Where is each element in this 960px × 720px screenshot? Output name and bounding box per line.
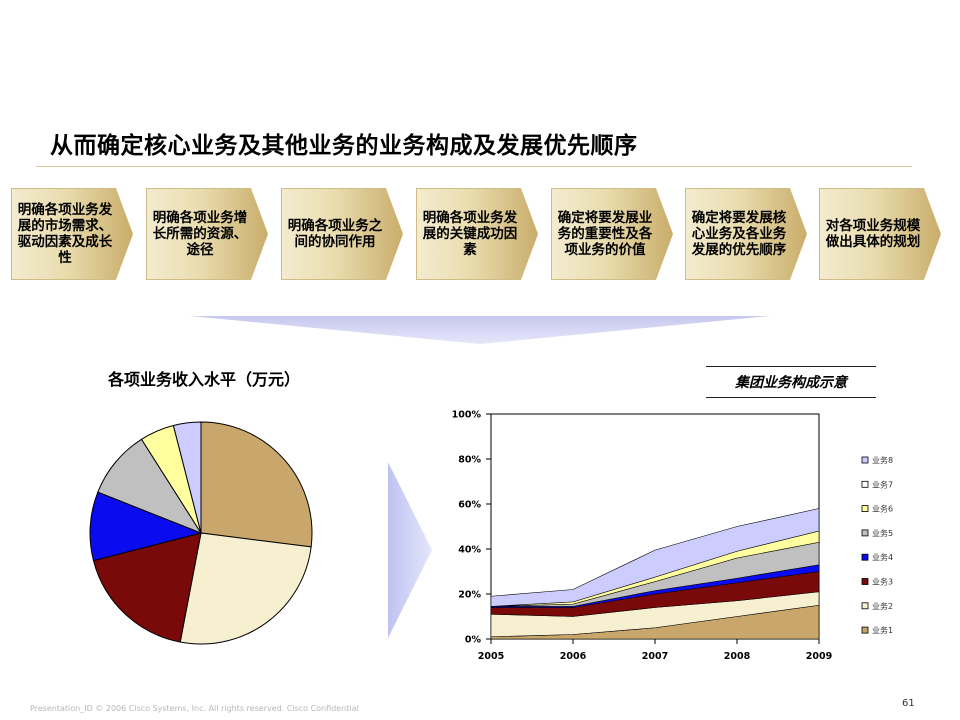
legend-swatch bbox=[861, 578, 869, 585]
legend-swatch bbox=[861, 553, 869, 561]
step-4-label: 明确各项业务发展的关键成功因素 bbox=[422, 210, 518, 258]
legend-label: 业务8 bbox=[872, 455, 893, 465]
y-tick-label: 20% bbox=[458, 590, 481, 601]
step-2-label: 明确各项业务增长所需的资源、途径 bbox=[152, 210, 248, 258]
legend-label: 业务4 bbox=[872, 552, 893, 562]
step-6: 确定将要发展核心业务及各业务发展的优先顺序 bbox=[685, 188, 807, 280]
right-arrow-shape bbox=[388, 462, 432, 638]
pie-slice-3 bbox=[92, 532, 202, 643]
x-tick-label: 2009 bbox=[806, 651, 832, 662]
step-5-label: 确定将要发展业务的重要性及各项业务的价值 bbox=[557, 210, 653, 258]
y-tick-label: 60% bbox=[458, 500, 481, 511]
legend-label: 业务1 bbox=[872, 625, 893, 635]
step-5: 确定将要发展业务的重要性及各项业务的价值 bbox=[551, 188, 673, 280]
funnel-shape bbox=[190, 316, 770, 344]
legend-label: 业务7 bbox=[872, 479, 893, 489]
legend-label: 业务2 bbox=[872, 601, 893, 611]
legend-swatch bbox=[861, 626, 869, 634]
title-divider bbox=[36, 166, 912, 167]
process-steps: 明确各项业务发展的市场需求、驱动因素及成长性 明确各项业务增长所需的资源、途径 … bbox=[11, 188, 941, 280]
step-1-label: 明确各项业务发展的市场需求、驱动因素及成长性 bbox=[17, 202, 113, 266]
legend-swatch bbox=[861, 529, 869, 537]
page-number: 61 bbox=[902, 698, 915, 709]
y-tick-label: 40% bbox=[458, 545, 481, 556]
legend-swatch bbox=[861, 480, 869, 488]
step-7-label: 对各项业务规模做出具体的规划 bbox=[825, 218, 921, 250]
pie-slice-2 bbox=[179, 532, 312, 645]
pie-slice-1 bbox=[200, 421, 313, 548]
y-tick-label: 0% bbox=[465, 635, 482, 646]
x-tick-label: 2007 bbox=[642, 651, 668, 662]
legend-label: 业务5 bbox=[872, 528, 893, 538]
step-3: 明确各项业务之间的协同作用 bbox=[281, 188, 403, 280]
legend-swatch bbox=[861, 505, 869, 513]
step-3-label: 明确各项业务之间的协同作用 bbox=[287, 218, 383, 250]
legend-label: 业务3 bbox=[872, 577, 893, 587]
legend-swatch bbox=[861, 456, 869, 464]
slide-title: 从而确定核心业务及其他业务的业务构成及发展优先顺序 bbox=[50, 133, 638, 159]
step-7: 对各项业务规模做出具体的规划 bbox=[819, 188, 941, 280]
y-tick-label: 100% bbox=[452, 410, 482, 421]
step-1: 明确各项业务发展的市场需求、驱动因素及成长性 bbox=[11, 188, 133, 280]
pie-chart-title: 各项业务收入水平（万元） bbox=[108, 370, 301, 389]
y-tick-label: 80% bbox=[458, 455, 481, 466]
footer-text: Presentation_ID © 2006 Cisco Systems, In… bbox=[30, 704, 359, 713]
x-tick-label: 2006 bbox=[560, 651, 587, 662]
area-chart-title: 集团业务构成示意 bbox=[706, 366, 876, 398]
area-series-8 bbox=[490, 508, 820, 607]
step-6-label: 确定将要发展核心业务及各业务发展的优先顺序 bbox=[691, 210, 787, 258]
legend-swatch bbox=[861, 602, 869, 610]
x-tick-label: 2008 bbox=[724, 651, 751, 662]
legend-label: 业务6 bbox=[872, 504, 893, 514]
x-tick-label: 2005 bbox=[478, 651, 504, 662]
step-4: 明确各项业务发展的关键成功因素 bbox=[416, 188, 538, 280]
step-2: 明确各项业务增长所需的资源、途径 bbox=[146, 188, 268, 280]
pie-slice-7 bbox=[172, 421, 202, 534]
